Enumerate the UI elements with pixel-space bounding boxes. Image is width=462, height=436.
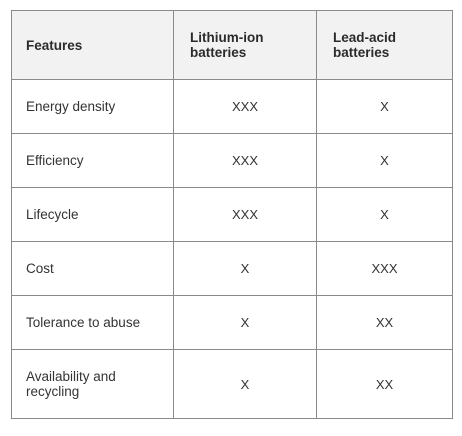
table-row: Tolerance to abuse X XX (11, 295, 453, 350)
table-row: Cost X XXX (11, 241, 453, 296)
lead-acid-value: X (316, 79, 453, 134)
feature-cell: Tolerance to abuse (11, 295, 174, 350)
table-header-row: Features Lithium-ion batteries Lead-acid… (11, 10, 453, 80)
battery-comparison-table: Features Lithium-ion batteries Lead-acid… (11, 10, 453, 419)
feature-cell: Efficiency (11, 133, 174, 188)
feature-cell: Energy density (11, 79, 174, 134)
header-lithium-ion: Lithium-ion batteries (173, 10, 317, 80)
header-features: Features (11, 10, 174, 80)
lead-acid-value: X (316, 133, 453, 188)
lead-acid-value: XXX (316, 241, 453, 296)
lithium-ion-value: XXX (173, 133, 317, 188)
lithium-ion-value: X (173, 349, 317, 419)
feature-cell: Cost (11, 241, 174, 296)
feature-cell: Lifecycle (11, 187, 174, 242)
header-lead-acid: Lead-acid batteries (316, 10, 453, 80)
feature-cell: Availability and recycling (11, 349, 174, 419)
table-row: Lifecycle XXX X (11, 187, 453, 242)
table-row: Efficiency XXX X (11, 133, 453, 188)
lithium-ion-value: XXX (173, 79, 317, 134)
lithium-ion-value: XXX (173, 187, 317, 242)
lithium-ion-value: X (173, 241, 317, 296)
lead-acid-value: XX (316, 295, 453, 350)
comparison-table-container: Features Lithium-ion batteries Lead-acid… (11, 10, 453, 419)
lead-acid-value: XX (316, 349, 453, 419)
lithium-ion-value: X (173, 295, 317, 350)
lead-acid-value: X (316, 187, 453, 242)
table-row: Availability and recycling X XX (11, 349, 453, 419)
table-row: Energy density XXX X (11, 79, 453, 134)
